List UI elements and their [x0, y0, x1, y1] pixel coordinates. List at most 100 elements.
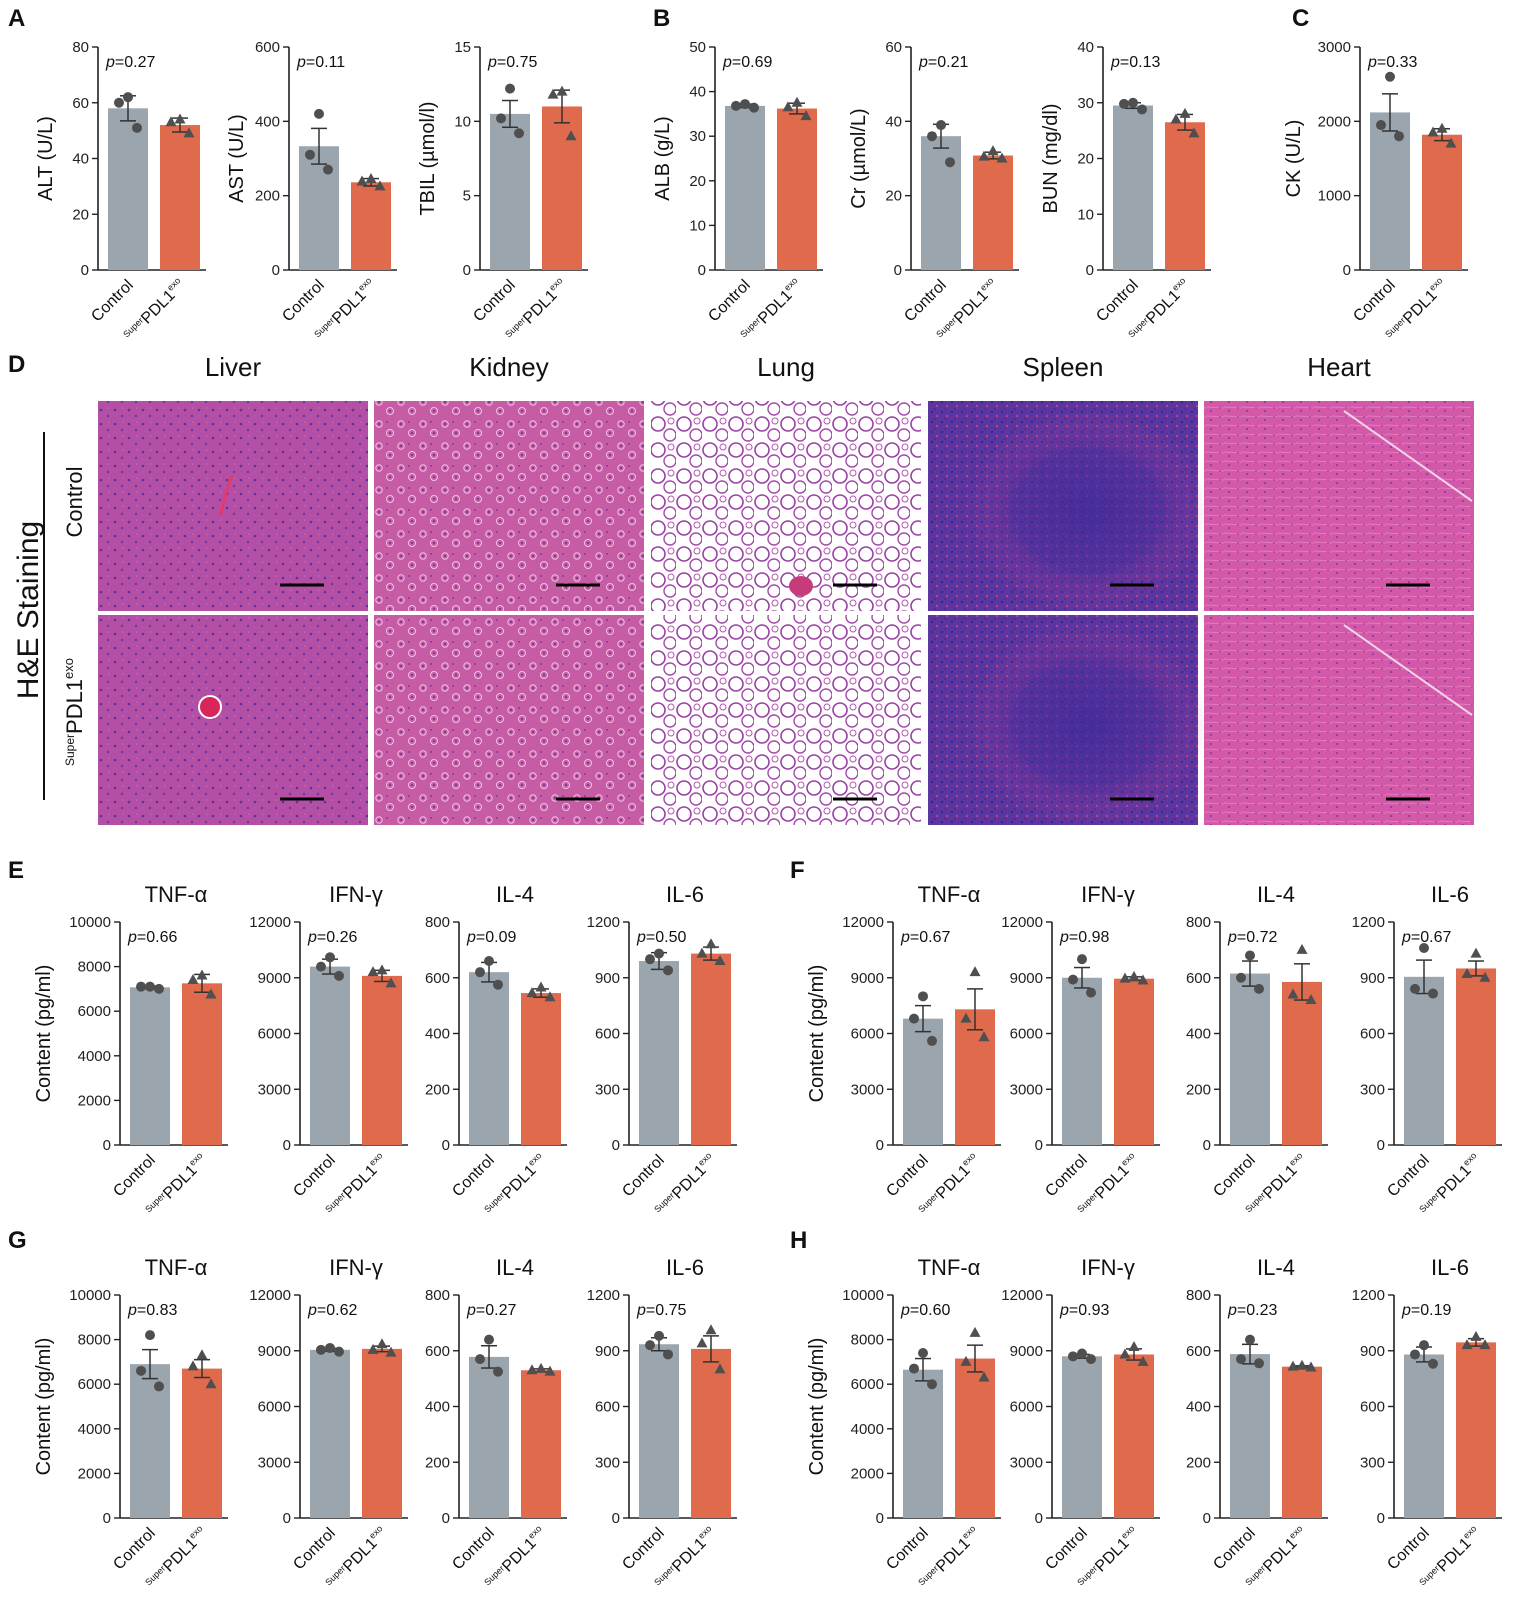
data-point	[323, 164, 333, 175]
y-tick-label: 40	[1077, 39, 1094, 56]
y-tick-label: 400	[1186, 1399, 1211, 1416]
data-point	[1068, 974, 1078, 985]
data-point	[385, 1346, 397, 1357]
y-tick-label: 6000	[851, 1026, 884, 1043]
y-tick-label: 20	[689, 173, 706, 190]
y-tick-label: 0	[442, 1137, 450, 1154]
p-value: =0.67	[910, 929, 951, 946]
label-main: PDL1	[669, 1535, 709, 1575]
y-tick-label: 8000	[851, 1332, 884, 1349]
data-point	[782, 101, 794, 112]
y-tick-label: 300	[1360, 1081, 1385, 1098]
data-point	[714, 1363, 726, 1374]
data-point	[316, 961, 326, 972]
data-point	[325, 952, 335, 963]
y-tick-label: 600	[1186, 970, 1211, 987]
data-point	[367, 1343, 379, 1354]
data-point	[334, 1346, 344, 1357]
chart-g-tnf: 0 2000 4000 6000 8000 10000 Content (pg/ml) TNF…	[33, 1255, 228, 1587]
label-main: PDL1	[1260, 1535, 1300, 1575]
data-point	[696, 947, 708, 958]
p-value: =0.11	[306, 54, 345, 71]
data-point	[547, 88, 559, 99]
y-tick-label: 0	[1343, 262, 1351, 279]
data-point	[1287, 988, 1299, 999]
data-point	[565, 130, 577, 141]
label-main: PDL1	[1092, 1535, 1132, 1575]
data-point	[316, 1344, 326, 1355]
x-tick-label-control: Control	[883, 1525, 931, 1573]
bar-control	[1062, 1356, 1102, 1518]
y-axis-label: ALB (g/L)	[652, 116, 674, 200]
p-value-label: p=0.60	[900, 1302, 950, 1319]
data-point	[1254, 983, 1264, 994]
tissue-image	[98, 615, 368, 825]
data-point	[196, 969, 208, 980]
y-tick-label: 6000	[1010, 1026, 1043, 1043]
y-tick-label: 600	[1360, 1399, 1385, 1416]
bar-treated	[182, 1368, 222, 1518]
p-value: =0.33	[1377, 54, 1418, 71]
data-point	[1245, 950, 1255, 961]
p-value-label: p=0.67	[900, 929, 950, 946]
bar-control	[108, 108, 148, 270]
data-point	[1394, 131, 1404, 142]
data-point	[927, 1035, 937, 1046]
bar-treated	[1282, 1366, 1322, 1518]
p-value: =0.66	[137, 929, 178, 946]
he-tile-kidney-control	[374, 401, 644, 611]
p-value-label: p=0.23	[1227, 1302, 1277, 1319]
data-point	[1470, 947, 1482, 958]
y-tick-label: 300	[595, 1454, 620, 1471]
data-point	[1376, 120, 1386, 131]
x-tick-label-control: Control	[705, 277, 753, 325]
x-tick-label-control: Control	[619, 1152, 667, 1200]
tissue-image	[374, 401, 644, 611]
organ-title-spleen: Spleen	[1023, 352, 1104, 382]
y-tick-label: 20	[72, 206, 89, 223]
data-point	[367, 966, 379, 977]
chart-title: IL-4	[1257, 1255, 1295, 1280]
data-point	[654, 1330, 664, 1341]
bar-treated	[1114, 978, 1154, 1145]
y-tick-label: 0	[1377, 1137, 1385, 1154]
data-point	[484, 1334, 494, 1345]
bar-treated	[362, 1348, 402, 1518]
y-tick-label: 0	[1203, 1137, 1211, 1154]
x-tick-label-control: Control	[290, 1525, 338, 1573]
data-point	[1137, 974, 1149, 985]
data-point	[749, 102, 759, 113]
p-value: =0.72	[1237, 929, 1278, 946]
data-point	[927, 131, 937, 142]
bar-treated	[160, 125, 200, 270]
bar-treated	[955, 1009, 995, 1145]
bar-treated	[1282, 981, 1322, 1145]
data-point	[996, 152, 1008, 163]
p-value-label: p=0.72	[1227, 929, 1277, 946]
y-tick-label: 600	[1360, 1026, 1385, 1043]
data-point	[978, 150, 990, 161]
y-tick-label: 900	[595, 1343, 620, 1360]
bar-control	[1230, 973, 1270, 1145]
data-point	[1170, 113, 1182, 124]
y-tick-label: 400	[1186, 1026, 1211, 1043]
chart-title: IFN-γ	[1081, 882, 1135, 907]
data-point	[1128, 1341, 1140, 1352]
data-point	[196, 1349, 208, 1360]
y-tick-label: 800	[1186, 1287, 1211, 1304]
data-point	[1188, 127, 1200, 138]
fiber-line	[1343, 410, 1473, 502]
x-tick-label-control: Control	[1093, 277, 1141, 325]
bar-control	[1370, 112, 1410, 270]
chart-f-il6: 03006009001200IL-6p=0.67ControlSuperPDL1…	[1352, 882, 1502, 1214]
p-symbol: p	[1227, 1302, 1237, 1319]
p-symbol: p	[900, 929, 910, 946]
y-tick-label: 12000	[249, 914, 291, 931]
p-symbol: p	[127, 929, 137, 946]
y-tick-label: 600	[425, 970, 450, 987]
y-tick-label: 600	[425, 1343, 450, 1360]
y-tick-label: 0	[272, 262, 280, 279]
chart-title: IFN-γ	[1081, 1255, 1135, 1280]
p-value-label: p=0.09	[466, 929, 516, 946]
